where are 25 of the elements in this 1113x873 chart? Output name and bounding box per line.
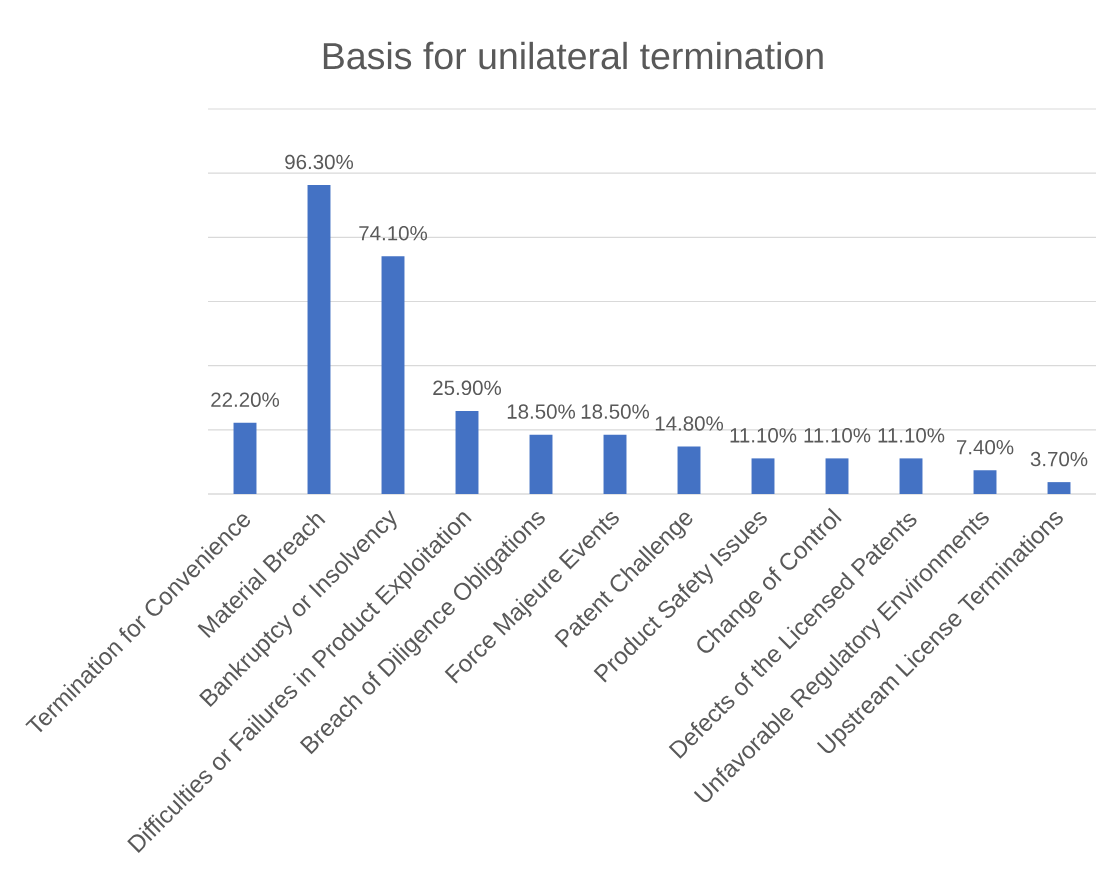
data-label: 11.10% <box>730 428 797 443</box>
data-label: 11.10% <box>878 428 945 443</box>
data-label: 11.10% <box>804 428 871 443</box>
data-label: 22.20% <box>211 392 280 407</box>
bar <box>751 458 775 494</box>
data-label: 18.50% <box>507 404 576 419</box>
data-label: 25.90% <box>433 380 502 396</box>
bar <box>381 256 405 494</box>
data-label: 74.10% <box>359 225 428 241</box>
data-label: 14.80% <box>655 416 724 431</box>
data-label: 96.30% <box>285 154 354 170</box>
bar <box>825 458 849 494</box>
data-label: 7.40% <box>956 439 1014 455</box>
data-label: 3.70% <box>1030 451 1088 467</box>
bar <box>307 185 331 494</box>
chart-title: Basis for unilateral termination <box>323 41 823 70</box>
bar <box>455 410 479 494</box>
bar <box>1047 482 1071 494</box>
bar <box>529 434 553 494</box>
bar <box>233 422 257 494</box>
bar <box>973 470 997 494</box>
data-label: 18.50% <box>581 404 650 419</box>
bar <box>603 434 627 494</box>
bar <box>899 458 923 494</box>
bar <box>677 446 701 494</box>
